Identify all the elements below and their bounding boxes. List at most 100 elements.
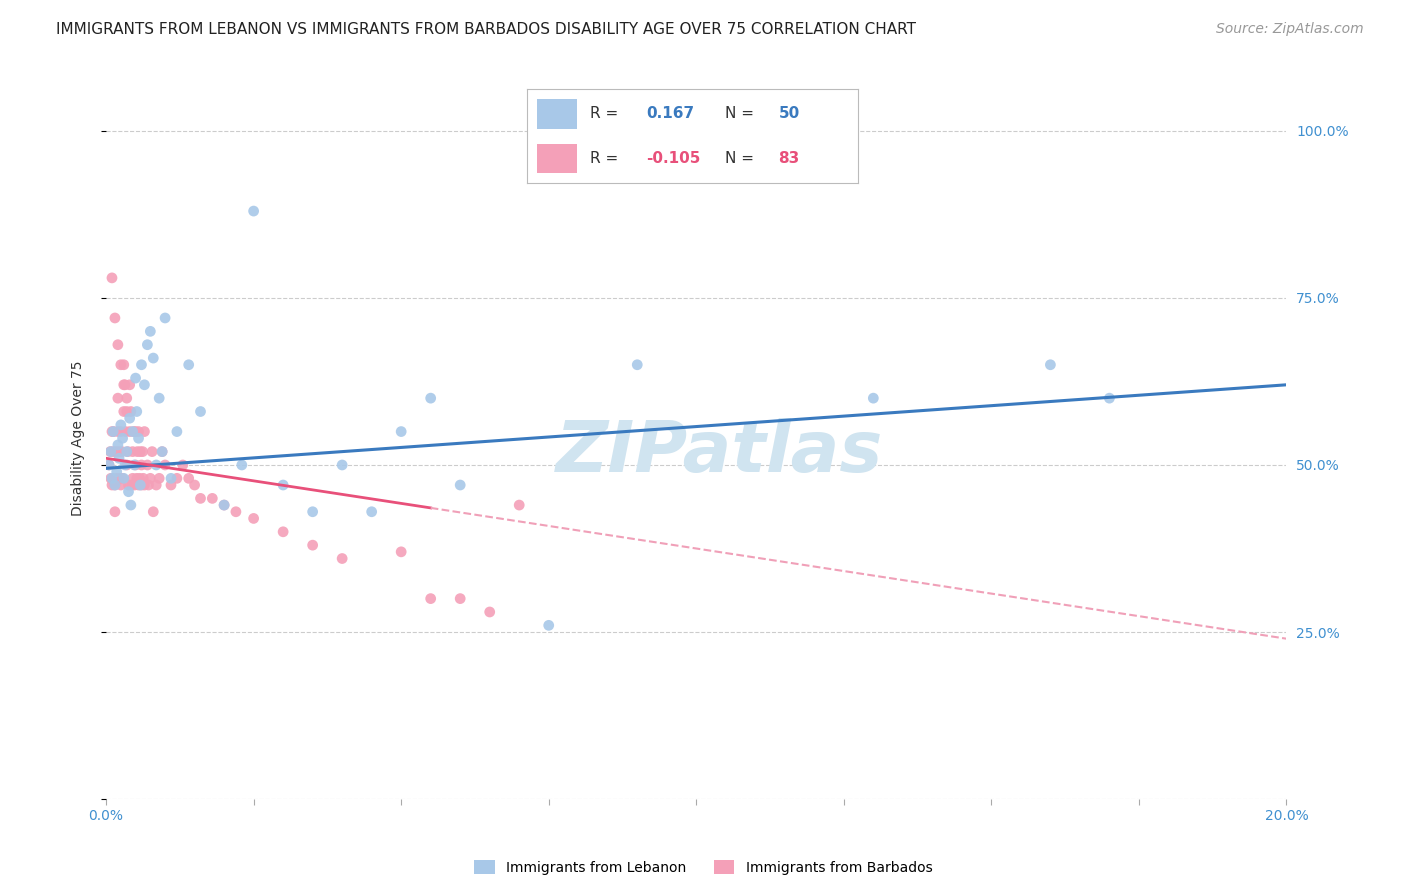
Point [115,444,138,458]
Point [212,498,235,512]
Point [389,545,412,559]
Point [136,458,159,472]
Point [231,458,253,472]
Point [105,471,128,485]
Point [134,377,156,392]
FancyBboxPatch shape [537,98,576,128]
Point [101,471,124,485]
Point [212,498,235,512]
Point [104,505,127,519]
Point [118,425,141,439]
Point [108,451,131,466]
Point [190,491,212,506]
Point [121,425,143,439]
Point [98,444,121,458]
Point [112,404,135,418]
Point [101,444,124,458]
Point [125,471,148,485]
Point [125,404,148,418]
Point [862,391,884,405]
Point [110,358,132,372]
Point [122,425,145,439]
Point [120,404,142,418]
Point [111,444,134,458]
Text: -0.105: -0.105 [647,151,700,166]
Point [128,425,150,439]
Text: IMMIGRANTS FROM LEBANON VS IMMIGRANTS FROM BARBADOS DISABILITY AGE OVER 75 CORRE: IMMIGRANTS FROM LEBANON VS IMMIGRANTS FR… [56,22,917,37]
Point [120,478,142,492]
Point [103,425,125,439]
Point [128,431,150,445]
Point [330,458,353,472]
Point [104,478,127,492]
FancyBboxPatch shape [537,144,576,173]
Point [118,411,141,425]
Point [150,444,173,458]
Point [121,471,143,485]
Point [98,458,121,472]
Point [449,478,471,492]
Point [100,471,122,485]
Point [177,358,200,372]
Point [131,478,153,492]
Point [626,358,648,372]
Point [114,425,136,439]
Point [131,458,153,472]
Point [271,478,294,492]
Point [107,337,129,351]
Text: R =: R = [591,106,619,121]
Point [110,425,132,439]
Point [201,491,224,506]
Point [115,404,138,418]
Point [139,471,162,485]
Point [117,484,139,499]
Point [101,425,124,439]
Point [111,431,134,445]
Point [242,511,264,525]
Point [108,471,131,485]
Y-axis label: Disability Age Over 75: Disability Age Over 75 [72,360,86,516]
Point [139,324,162,338]
Point [134,425,156,439]
Point [107,438,129,452]
Point [301,505,323,519]
Point [537,618,560,632]
Point [145,478,167,492]
Point [107,425,129,439]
Point [1039,358,1062,372]
Point [160,471,183,485]
Point [360,505,382,519]
Point [105,465,128,479]
Text: 50: 50 [779,106,800,121]
Text: N =: N = [725,151,755,166]
Text: R =: R = [591,151,619,166]
Point [183,478,205,492]
Point [101,478,124,492]
Point [153,458,176,472]
Point [142,351,165,365]
Point [190,404,212,418]
Point [105,444,128,458]
Point [242,204,264,219]
Point [101,471,124,485]
Text: ZIPatlas: ZIPatlas [557,418,883,487]
Point [141,444,163,458]
Point [124,478,146,492]
Point [419,391,441,405]
Point [107,391,129,405]
Point [117,478,139,492]
Point [111,471,134,485]
Point [110,417,132,432]
Point [153,310,176,325]
Point [166,471,188,485]
Point [132,471,155,485]
Point [1098,391,1121,405]
Point [112,377,135,392]
Point [120,498,142,512]
Point [124,458,146,472]
Point [101,425,124,439]
Point [121,444,143,458]
Point [110,478,132,492]
Text: 83: 83 [779,151,800,166]
Point [112,358,135,372]
